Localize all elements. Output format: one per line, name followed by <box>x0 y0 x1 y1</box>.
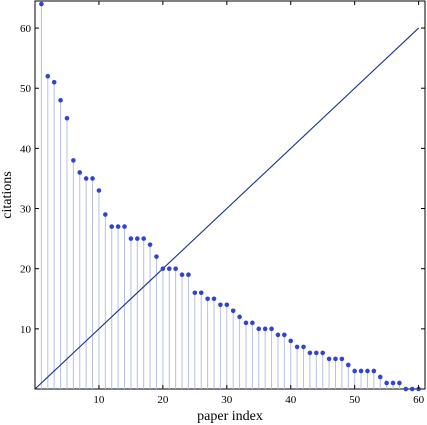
data-point <box>384 380 389 386</box>
data-point <box>83 176 89 181</box>
lines-layer <box>34 27 419 390</box>
data-point <box>256 326 262 332</box>
data-point <box>339 356 345 362</box>
data-point <box>365 368 370 374</box>
data-point <box>109 224 115 229</box>
x-axis-label: paper index <box>197 409 263 424</box>
data-point <box>96 188 102 193</box>
data-point <box>320 350 326 356</box>
data-point <box>186 272 191 278</box>
data-point <box>179 272 185 278</box>
x-tick-label: 60 <box>413 394 425 406</box>
data-point <box>397 380 402 386</box>
x-tick-label: 30 <box>221 394 233 406</box>
y-tick-label: 20 <box>20 264 32 276</box>
data-point <box>128 236 134 241</box>
data-point <box>90 176 95 181</box>
data-point <box>314 350 319 356</box>
data-point <box>390 380 396 386</box>
data-point <box>122 224 127 229</box>
y-axis-label: citations <box>0 171 15 218</box>
data-point <box>154 254 159 259</box>
data-point <box>205 296 210 302</box>
data-point <box>39 1 44 7</box>
data-point <box>103 212 108 217</box>
diagonal-line <box>34 27 419 390</box>
data-point <box>141 236 146 241</box>
y-axis-ticks: 10 20 30 40 50 60 <box>20 23 425 336</box>
points-layer <box>39 1 421 392</box>
data-point <box>173 266 178 271</box>
data-point <box>250 320 255 326</box>
data-point <box>301 344 306 350</box>
data-point <box>371 368 377 374</box>
x-tick-label: 10 <box>93 394 105 406</box>
data-point <box>211 296 217 302</box>
data-point <box>192 290 198 296</box>
data-point <box>198 290 204 296</box>
data-point <box>115 224 121 229</box>
data-point <box>326 356 332 362</box>
data-point <box>230 308 236 314</box>
data-point <box>333 356 338 362</box>
data-point <box>409 386 415 392</box>
data-point <box>166 266 172 271</box>
plot-frame <box>34 0 426 390</box>
y-tick-label: 10 <box>20 324 32 336</box>
data-point <box>45 73 51 79</box>
data-point <box>294 344 300 350</box>
y-tick-label: 30 <box>20 204 32 216</box>
data-point <box>224 302 230 308</box>
x-tick-label: 50 <box>349 394 361 406</box>
x-tick-label: 40 <box>285 394 297 406</box>
data-point <box>147 242 153 247</box>
data-point <box>64 116 70 121</box>
data-point <box>58 97 63 103</box>
data-point <box>307 350 313 356</box>
stems-layer <box>40 4 400 389</box>
data-point <box>243 320 249 326</box>
data-point <box>237 314 242 320</box>
data-point <box>275 332 281 338</box>
data-point <box>377 374 383 380</box>
x-tick-label: 20 <box>157 394 169 406</box>
data-point <box>134 236 140 241</box>
x-axis-ticks: 10 20 30 40 50 60 <box>93 1 425 406</box>
y-tick-label: 40 <box>20 143 32 155</box>
y-tick-label: 60 <box>20 23 32 35</box>
data-point <box>51 79 57 85</box>
y-tick-label: 50 <box>20 83 32 95</box>
data-point <box>345 362 351 368</box>
data-point <box>262 326 268 332</box>
data-point <box>77 170 83 175</box>
data-point <box>352 368 357 374</box>
data-point <box>160 266 166 271</box>
data-point <box>71 158 76 163</box>
data-point <box>269 326 274 332</box>
data-point <box>288 338 294 344</box>
data-point <box>358 368 364 374</box>
data-point <box>403 386 409 392</box>
data-point <box>218 302 223 308</box>
data-point <box>282 332 287 338</box>
